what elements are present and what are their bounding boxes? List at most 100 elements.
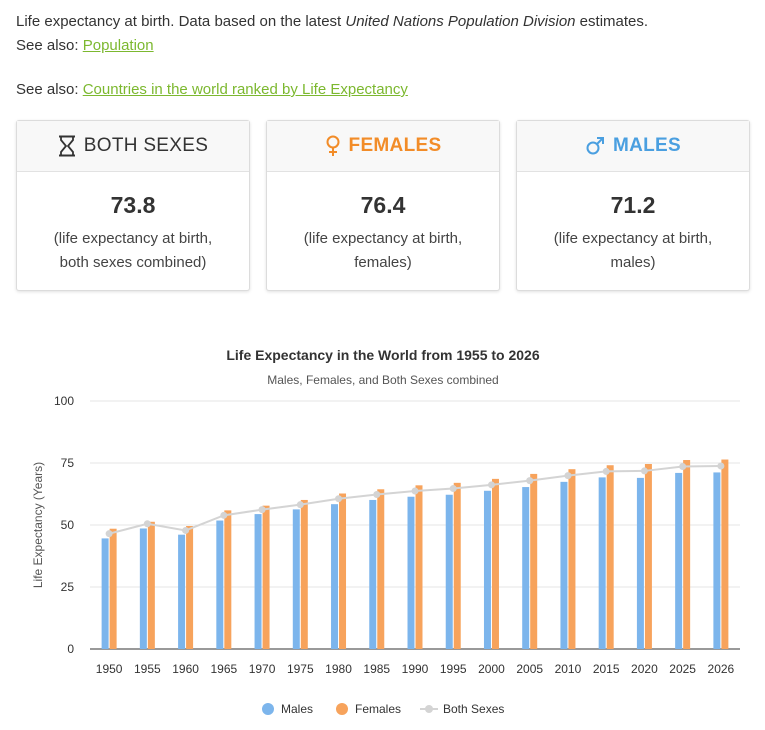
bar-females (644, 463, 652, 649)
bar-females (262, 505, 270, 649)
bar-males (713, 472, 721, 649)
point-both-sexes (296, 501, 304, 509)
x-tick-label: 2020 (631, 662, 658, 676)
bar-females (530, 473, 538, 649)
point-both-sexes (640, 467, 648, 475)
see-also-label-2: See also: (16, 81, 83, 98)
x-tick-label: 1980 (325, 662, 352, 676)
point-both-sexes (143, 520, 151, 528)
legend-both-marker[interactable] (425, 705, 433, 713)
see-also-line-2: See also: Countries in the world ranked … (16, 78, 408, 102)
bar-males (522, 487, 530, 649)
point-both-sexes (373, 490, 381, 498)
x-tick-label: 1995 (440, 662, 467, 676)
legend-males-label[interactable]: Males (281, 702, 313, 716)
bar-males (598, 477, 606, 649)
x-tick-label: 1960 (172, 662, 199, 676)
population-link[interactable]: Population (82, 37, 154, 54)
male-symbol-icon (585, 136, 605, 156)
bar-females (606, 465, 614, 649)
card-desc-line: females) (354, 254, 412, 271)
x-tick-label: 2005 (516, 662, 543, 676)
card-desc: (life expectancy at birth, both sexes co… (17, 227, 249, 275)
bar-females (147, 521, 155, 649)
point-both-sexes (449, 485, 457, 493)
card-desc-line: (life expectancy at birth, (303, 230, 463, 247)
point-both-sexes (411, 487, 419, 495)
legend-females-label[interactable]: Females (355, 702, 401, 716)
point-both-sexes (105, 530, 113, 538)
bar-females (224, 510, 232, 649)
bar-females (683, 460, 691, 649)
x-tick-label: 2015 (593, 662, 620, 676)
bar-males (101, 538, 109, 649)
legend-females-marker[interactable] (336, 703, 348, 715)
bar-males (560, 481, 568, 649)
bar-females (491, 478, 499, 649)
x-tick-label: 1950 (96, 662, 123, 676)
bar-females (109, 528, 117, 649)
female-symbol-icon (325, 135, 341, 157)
bar-females (721, 459, 729, 649)
card-title: FEMALES (348, 135, 442, 156)
card-value: 76.4 (360, 192, 406, 218)
intro-text: Life expectancy at birth. Data based on … (16, 10, 648, 58)
card-value: 71.2 (610, 192, 656, 218)
y-axis-label: Life Expectancy (Years) (31, 462, 45, 588)
intro-prefix: Life expectancy at birth. Data based on … (16, 13, 346, 30)
card-title: MALES (613, 135, 681, 156)
x-tick-label: 1955 (134, 662, 161, 676)
point-both-sexes (526, 477, 534, 485)
bar-females (415, 485, 423, 649)
legend-males-marker[interactable] (262, 703, 274, 715)
countries-ranked-link[interactable]: Countries in the world ranked by Life Ex… (82, 81, 408, 98)
bar-males (636, 477, 644, 649)
card-value: 73.8 (110, 192, 156, 218)
y-tick-label: 100 (54, 394, 74, 408)
chart-title: Life Expectancy in the World from 1955 t… (226, 347, 539, 363)
card-males: MALES 71.2 (life expectancy at birth, ma… (516, 120, 750, 291)
x-tick-label: 2026 (708, 662, 735, 676)
card-header: BOTH SEXES (17, 121, 249, 172)
bar-males (254, 514, 262, 649)
x-tick-label: 1990 (402, 662, 429, 676)
intro-suffix: estimates. (575, 13, 649, 30)
card-header: MALES (517, 121, 749, 172)
bar-females (377, 489, 385, 649)
bar-males (407, 496, 415, 649)
point-both-sexes (335, 495, 343, 503)
x-tick-label: 2010 (555, 662, 582, 676)
y-tick-label: 0 (67, 642, 74, 656)
x-tick-label: 1965 (210, 662, 237, 676)
card-desc: (life expectancy at birth, females) (267, 227, 499, 275)
life-expectancy-chart: Life Expectancy in the World from 1955 t… (31, 347, 740, 716)
see-also-label: See also: (16, 37, 83, 54)
see-also-line: See also: Population (16, 34, 648, 58)
card-title: BOTH SEXES (83, 135, 209, 156)
y-tick-label: 25 (61, 580, 75, 594)
legend-both-label[interactable]: Both Sexes (443, 702, 504, 716)
bar-females (186, 525, 194, 649)
intro-line: Life expectancy at birth. Data based on … (16, 10, 648, 34)
point-both-sexes (258, 506, 266, 514)
bar-males (292, 509, 300, 649)
bar-males (445, 494, 453, 649)
line-both-sexes (108, 464, 721, 535)
card-desc-line: males) (610, 254, 656, 271)
bar-males (675, 472, 683, 649)
point-both-sexes (220, 511, 228, 519)
bar-females (300, 499, 308, 649)
bar-males (483, 490, 491, 649)
x-tick-label: 2025 (669, 662, 696, 676)
card-desc: (life expectancy at birth, males) (517, 227, 749, 275)
bar-males (178, 534, 186, 649)
card-header: FEMALES (267, 121, 499, 172)
bar-females (339, 493, 347, 649)
x-tick-label: 2000 (478, 662, 505, 676)
point-both-sexes (602, 467, 610, 475)
point-both-sexes (717, 462, 725, 470)
x-tick-label: 1975 (287, 662, 314, 676)
card-females: FEMALES 76.4 (life expectancy at birth, … (266, 120, 500, 291)
card-desc-line: (life expectancy at birth, (553, 230, 713, 247)
point-both-sexes (487, 481, 495, 489)
